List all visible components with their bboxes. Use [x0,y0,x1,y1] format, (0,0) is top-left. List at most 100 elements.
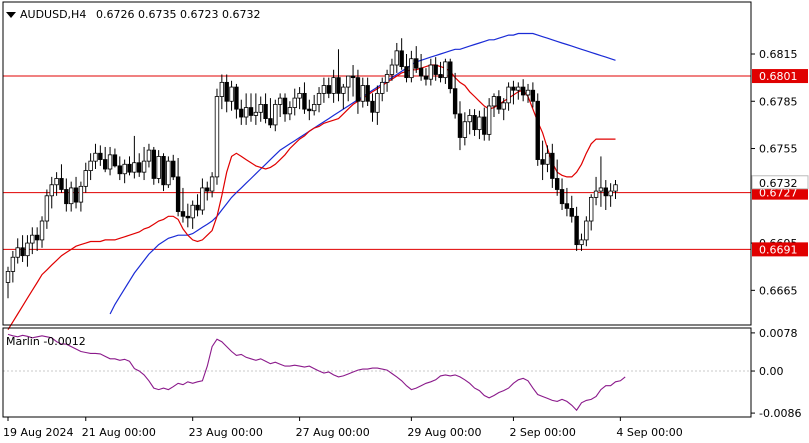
candle [180,187,186,223]
candle [224,74,229,113]
candle-body [608,190,613,197]
candle [506,82,511,111]
candle-body [457,113,463,138]
candle-body [282,97,288,115]
candle [137,153,142,177]
candle-body [229,86,234,102]
candle-body [277,97,283,105]
candle [15,238,20,264]
candle-body [224,81,229,102]
candle-body [190,204,195,219]
x-tick-label: 4 Sep 00:00 [616,426,682,439]
candle [44,189,50,229]
candle-body [180,211,186,217]
candle-body [292,97,297,108]
candle [20,235,25,262]
candle [98,145,103,166]
candle-body [399,50,404,68]
x-tick-label: 21 Aug 00:00 [82,426,156,439]
candle [574,206,579,251]
candle [603,180,608,210]
candle [146,143,152,168]
level-price-label: 0.6691 [759,243,798,256]
symbol-menu-icon[interactable] [6,12,16,18]
candle [423,68,429,86]
candle [219,74,225,110]
candle [540,140,545,181]
candle-body [394,50,399,66]
candle-body [98,152,103,160]
candle-body [462,121,468,138]
candle [54,172,59,196]
candle-body [107,154,113,170]
candle-body [141,160,147,173]
candle [559,178,565,210]
candle [297,87,302,110]
candle [409,50,414,83]
candle-body [452,88,458,115]
candle-body [273,104,278,126]
candle [360,77,365,108]
candle [550,143,555,188]
candle-body [414,58,419,69]
candle [579,233,584,251]
candle-body [345,75,351,88]
candle [501,98,506,121]
candle-body [243,107,249,118]
candle [452,72,458,119]
candle [584,216,589,247]
y-tick-label: 0.6665 [759,284,798,297]
candle-body [185,215,191,219]
candle-body [248,107,254,116]
candle [258,96,263,122]
candle [49,176,54,209]
candle-body [569,208,574,217]
candle [171,154,176,181]
candle [161,153,166,192]
x-tick-label: 23 Aug 00:00 [189,426,263,439]
candle-body [525,89,531,96]
candle-body [365,85,370,102]
candle-body [589,196,594,222]
candle-body [156,156,161,179]
candle [336,49,341,102]
candle-body [360,85,365,102]
candle [399,38,404,70]
level-price-label: 0.6801 [759,70,798,83]
candle [389,58,395,81]
candle [326,77,331,99]
candle-body [195,204,200,211]
candle [448,58,453,94]
candle-body [112,154,118,167]
candle [302,82,307,114]
candle-body [287,107,293,115]
marlin-line [7,333,626,412]
candle-body [433,64,438,75]
candle-body [467,115,472,123]
candle [477,110,482,140]
candle-body [49,184,54,197]
candle-body [93,152,98,162]
candle-body [443,61,448,79]
candle [243,93,249,125]
level-price-label: 0.6727 [759,187,798,200]
candle [190,200,195,229]
candle-body [78,185,84,203]
level-price-tag [752,69,808,84]
candle-body [516,86,521,91]
candle [593,176,599,206]
candle [472,109,477,136]
candle-body [404,66,409,79]
candle [175,157,181,217]
candle [229,80,234,111]
candle-body [448,61,453,90]
x-tick-label: 27 Aug 00:00 [296,426,370,439]
candle-body [559,189,565,205]
candle [88,153,93,181]
candle [525,83,531,103]
candle-body [68,187,74,205]
candle-body [540,159,545,165]
candle [107,146,113,176]
candle-body [321,85,327,94]
candle-body [482,116,487,135]
